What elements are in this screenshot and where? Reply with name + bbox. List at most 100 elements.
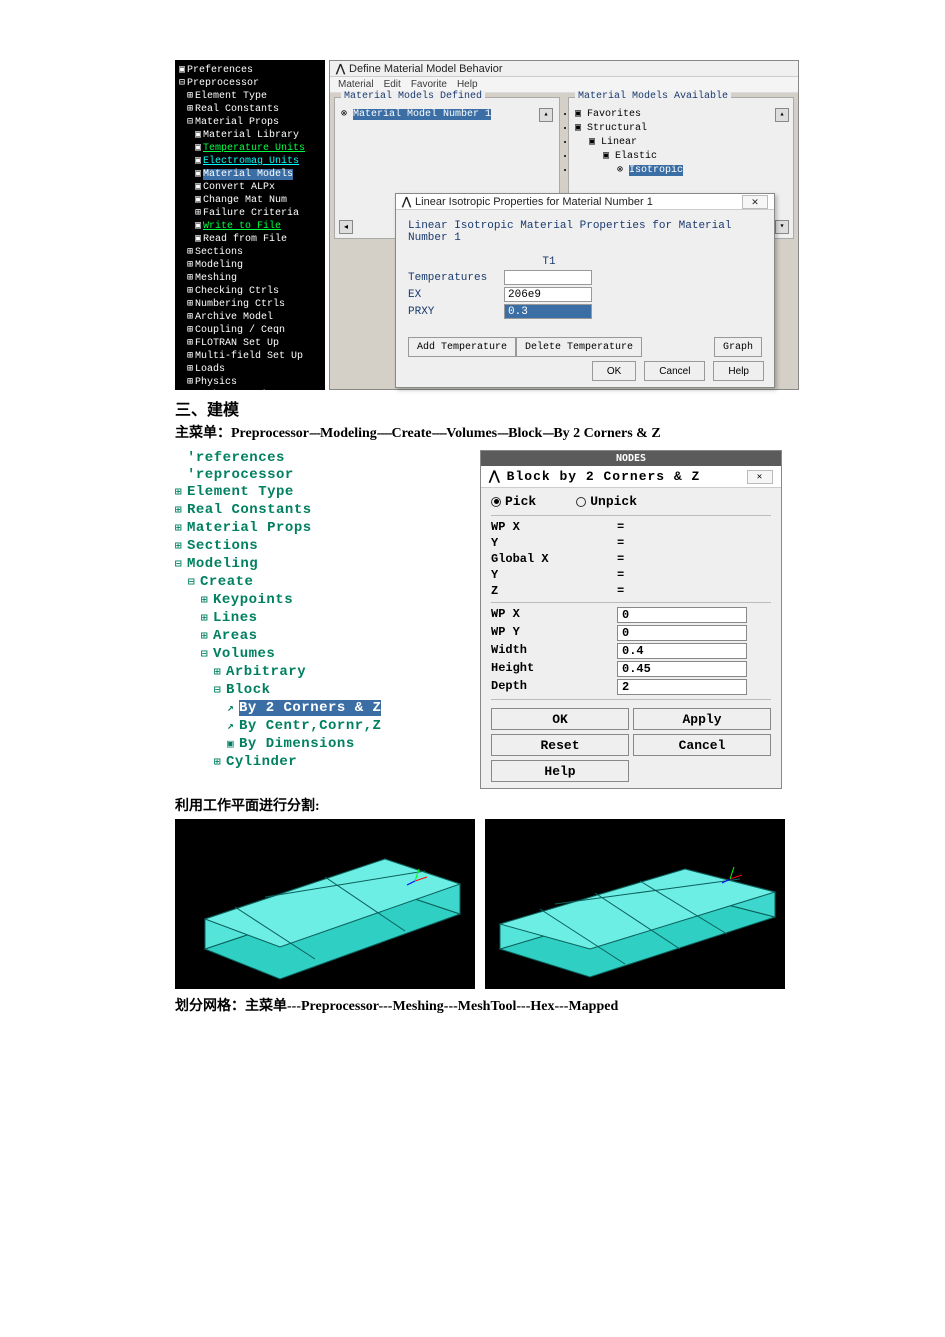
tree-item[interactable]: ▣Electromag Units — [177, 155, 323, 168]
tree-label: 'reprocessor — [187, 467, 294, 483]
tree-item[interactable]: ▣Material Models — [177, 168, 323, 181]
ok-button[interactable]: OK — [491, 708, 629, 730]
close-icon[interactable]: ✕ — [747, 470, 773, 484]
tree-item[interactable]: ↗By 2 Corners & Z — [175, 700, 460, 718]
tree-glyph-icon: ▣ — [193, 129, 203, 142]
tree-item[interactable]: ⊞Modeling — [177, 259, 323, 272]
field-input[interactable] — [617, 625, 747, 641]
delete-temperature-button[interactable]: Delete Temperature — [516, 337, 642, 357]
tree-item[interactable]: ⊞Areas — [175, 628, 460, 646]
tree-item[interactable]: ⊞Checking Ctrls — [177, 285, 323, 298]
tree-glyph-icon: ▣ — [575, 109, 587, 120]
tree-item[interactable]: ⊞Multi-field Set Up — [177, 350, 323, 363]
field-input[interactable] — [617, 607, 747, 623]
tree-item[interactable]: ▣Material Library — [177, 129, 323, 142]
tree-item[interactable]: ⊞Real Constants — [177, 103, 323, 116]
scroll-left-icon[interactable]: ◂ — [339, 220, 353, 234]
tree-item[interactable]: ⊞Sections — [177, 246, 323, 259]
avail-item[interactable]: ▣ Elastic — [575, 150, 787, 164]
tree-item[interactable]: ▣Read from File — [177, 233, 323, 246]
tree-label: Keypoints — [213, 592, 293, 608]
tree-glyph-icon: ⊟ — [175, 557, 187, 574]
tree-item[interactable]: ⊞Lines — [175, 610, 460, 628]
avail-item[interactable]: ▣ Favorites — [575, 108, 787, 122]
tree-item[interactable]: ▣By Dimensions — [175, 736, 460, 754]
tree-item[interactable]: ▣Change Mat Num — [177, 194, 323, 207]
avail-item[interactable]: ▣ Linear — [575, 136, 787, 150]
tree-label: Multi-field Set Up — [195, 351, 303, 362]
tree-item[interactable]: ↗By Centr,Cornr,Z — [175, 718, 460, 736]
field-row: Depth — [491, 679, 771, 695]
tree-item[interactable]: ⊞Loads — [177, 363, 323, 376]
avail-item[interactable]: ⊗ Isotropic — [575, 164, 787, 178]
tree-item[interactable]: ⊟Modeling — [175, 556, 460, 574]
tree-item[interactable]: ⊞Sections — [175, 538, 460, 556]
tree-item[interactable]: 'reprocessor — [175, 467, 460, 484]
tree-item[interactable]: ⊞Real Constants — [175, 502, 460, 520]
tree-item[interactable]: ⊞Keypoints — [175, 592, 460, 610]
tree-glyph-icon: ⊞ — [175, 503, 187, 520]
menu-favorite[interactable]: Favorite — [411, 79, 447, 90]
field-input[interactable] — [617, 643, 747, 659]
tree-item[interactable]: ⊞Element Type — [175, 484, 460, 502]
avail-item[interactable]: ▣ Structural — [575, 122, 787, 136]
tree-item[interactable]: ⊞Element Type — [177, 90, 323, 103]
tree-item[interactable]: ▣Write to File — [177, 220, 323, 233]
cancel-button[interactable]: Cancel — [633, 734, 771, 756]
tree-glyph-icon: ⊞ — [201, 629, 213, 646]
tree-item[interactable]: ⊟Block — [175, 682, 460, 700]
tree-glyph-icon: ⊞ — [185, 389, 195, 390]
modeling-tree[interactable]: 'references'reprocessor⊞Element Type⊞Rea… — [175, 450, 460, 770]
prxy-input[interactable] — [504, 304, 592, 319]
scroll-up-icon[interactable]: ▴ — [775, 108, 789, 122]
field-input[interactable] — [617, 661, 747, 677]
pick-radio[interactable]: Pick — [491, 494, 536, 509]
tree-label: Checking Ctrls — [195, 286, 279, 297]
tree-item[interactable]: ⊞Cylinder — [175, 754, 460, 770]
field-input[interactable] — [617, 679, 747, 695]
tree-item[interactable]: ⊟Volumes — [175, 646, 460, 664]
tree-item[interactable]: ⊟Create — [175, 574, 460, 592]
tree-item[interactable]: 'references — [175, 450, 460, 467]
reset-button[interactable]: Reset — [491, 734, 629, 756]
menu-help[interactable]: Help — [457, 79, 478, 90]
tree-item[interactable]: ⊞FLOTRAN Set Up — [177, 337, 323, 350]
field-row: WP X — [491, 607, 771, 623]
tree-item[interactable]: ⊞Path Operations — [177, 389, 323, 390]
close-icon[interactable]: ✕ — [742, 195, 768, 209]
tree-item[interactable]: ▣Preferences — [177, 64, 323, 77]
tree-item[interactable]: ▣Temperature Units — [177, 142, 323, 155]
tree-item[interactable]: ▣Convert ALPx — [177, 181, 323, 194]
tree-item[interactable]: ⊞Numbering Ctrls — [177, 298, 323, 311]
tree-label: Volumes — [213, 646, 275, 662]
ok-button[interactable]: OK — [592, 361, 636, 381]
avail-label: Elastic — [615, 151, 657, 162]
scroll-up-icon[interactable]: ▴ — [539, 108, 553, 122]
defined-item[interactable]: Material Model Number 1 — [353, 109, 491, 120]
menu-edit[interactable]: Edit — [384, 79, 401, 90]
ex-input[interactable] — [504, 287, 592, 302]
tree-item[interactable]: ⊟Material Props — [177, 116, 323, 129]
block-by-corners-dialog: NODES ⋀ Block by 2 Corners & Z ✕ Pick Un… — [480, 450, 782, 789]
tree-item[interactable]: ⊞Material Props — [175, 520, 460, 538]
tree-item[interactable]: ⊞Arbitrary — [175, 664, 460, 682]
cancel-button[interactable]: Cancel — [644, 361, 705, 381]
menu-material[interactable]: Material — [338, 79, 374, 90]
tree-item[interactable]: ⊞Physics — [177, 376, 323, 389]
tree-item[interactable]: ⊞Failure Criteria — [177, 207, 323, 220]
tree-glyph-icon: ⊞ — [185, 311, 195, 324]
unpick-radio[interactable]: Unpick — [576, 494, 637, 509]
tree-glyph-icon: ⊟ — [214, 683, 226, 700]
tree-item[interactable]: ⊟Preprocessor — [177, 77, 323, 90]
help-button[interactable]: Help — [713, 361, 764, 381]
scroll-down-icon[interactable]: ▾ — [775, 220, 789, 234]
help-button[interactable]: Help — [491, 760, 629, 782]
menu-tree[interactable]: ▣Preferences⊟Preprocessor⊞Element Type⊞R… — [175, 60, 325, 390]
tree-item[interactable]: ⊞Archive Model — [177, 311, 323, 324]
add-temperature-button[interactable]: Add Temperature — [408, 337, 516, 357]
tree-item[interactable]: ⊞Meshing — [177, 272, 323, 285]
temperatures-input[interactable] — [504, 270, 592, 285]
graph-button[interactable]: Graph — [714, 337, 762, 357]
tree-item[interactable]: ⊞Coupling / Ceqn — [177, 324, 323, 337]
apply-button[interactable]: Apply — [633, 708, 771, 730]
